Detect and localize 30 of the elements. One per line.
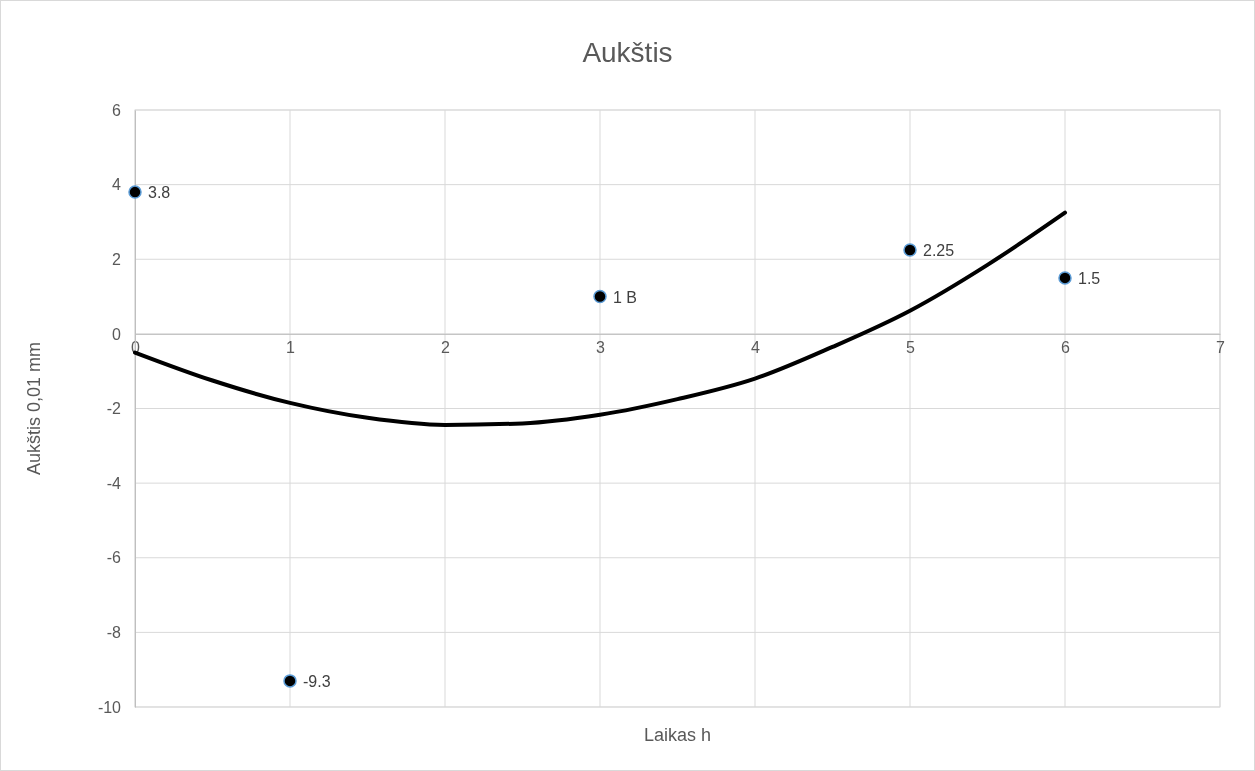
y-tick-label: 2 bbox=[112, 250, 122, 268]
data-label: 3.8 bbox=[148, 184, 171, 202]
x-tick-label: 4 bbox=[751, 339, 761, 357]
data-label: -9.3 bbox=[303, 672, 331, 690]
y-tick-label: -4 bbox=[106, 474, 122, 492]
line-series bbox=[133, 210, 1067, 427]
data-label: 1 B bbox=[613, 288, 638, 306]
point bbox=[1058, 271, 1072, 285]
x-axis-title: Laikas h bbox=[643, 725, 712, 745]
y-tick-label: -2 bbox=[106, 400, 122, 418]
y-tick-label: -6 bbox=[106, 549, 122, 567]
y-tick-label: -10 bbox=[97, 698, 122, 716]
data-label: 2.25 bbox=[923, 241, 955, 259]
y-tick-label: -8 bbox=[106, 623, 122, 641]
y-axis-title: Aukštis 0,01 mm bbox=[24, 341, 44, 476]
x-tick-label: 5 bbox=[906, 339, 916, 357]
x-tick-label: 7 bbox=[1216, 339, 1226, 357]
y-tick-label: 4 bbox=[112, 176, 122, 194]
y-tick-label: 0 bbox=[112, 325, 122, 343]
x-tick-label: 2 bbox=[441, 339, 451, 357]
y-tick-label: 6 bbox=[112, 101, 122, 119]
x-tick-label: 3 bbox=[596, 339, 606, 357]
point bbox=[903, 243, 917, 257]
point bbox=[593, 289, 607, 304]
data-label: 1.5 bbox=[1078, 269, 1101, 287]
point bbox=[128, 185, 142, 199]
point bbox=[283, 674, 297, 688]
chart-title: Aukštis bbox=[582, 37, 673, 68]
x-tick-label: 1 bbox=[286, 339, 296, 357]
x-tick-label: 6 bbox=[1061, 339, 1071, 357]
